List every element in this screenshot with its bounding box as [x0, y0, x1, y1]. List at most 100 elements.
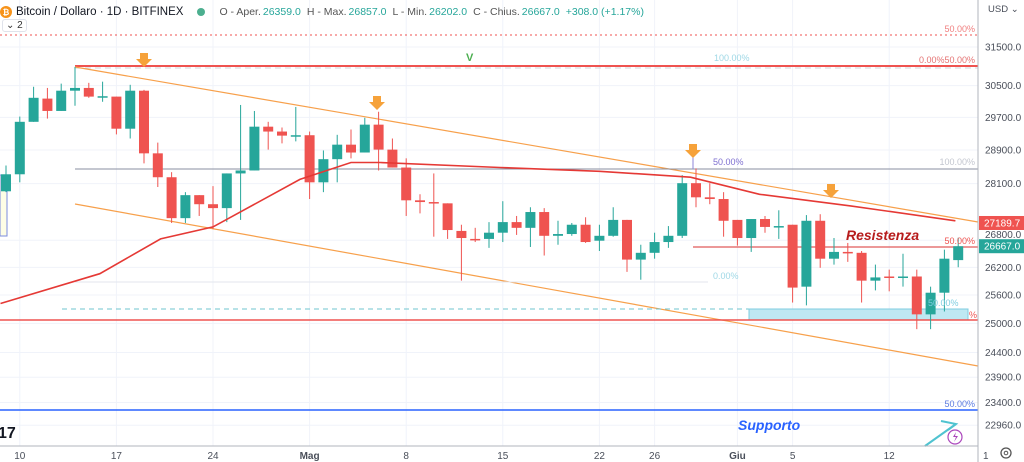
date-tick-label: 10 [14, 451, 26, 462]
candle[interactable] [539, 208, 550, 256]
candle[interactable] [277, 127, 287, 144]
candles [1, 66, 964, 330]
candle-body [359, 124, 370, 153]
market-status-icon[interactable] [197, 8, 206, 16]
candle[interactable] [14, 116, 25, 183]
candle[interactable] [166, 172, 177, 223]
date-tick-label: 8 [403, 451, 409, 462]
candle[interactable] [28, 86, 39, 122]
candle[interactable] [263, 121, 274, 150]
candle[interactable] [470, 227, 481, 243]
candle[interactable] [401, 158, 412, 216]
down-arrow-icon[interactable] [823, 184, 839, 198]
candle[interactable] [180, 192, 191, 223]
candle[interactable] [346, 129, 356, 159]
candle[interactable] [111, 96, 122, 135]
candle[interactable] [677, 175, 688, 239]
lower-trendline[interactable] [74, 203, 979, 367]
candle-body [691, 183, 701, 198]
fib-top-0-50-label: 0.00%50.00% [919, 55, 975, 65]
candle-body [373, 124, 384, 150]
candle[interactable] [856, 251, 867, 303]
close-value: 26667.0 [521, 6, 560, 18]
down-arrow-icon[interactable] [685, 144, 701, 158]
candle[interactable] [1, 165, 11, 193]
candle[interactable] [566, 222, 577, 236]
candle[interactable] [746, 219, 757, 252]
indicators-collapse-button[interactable]: ⌄ 2 [2, 19, 27, 32]
candle[interactable] [773, 210, 784, 239]
tradingview-logo[interactable]: 17 [0, 425, 16, 442]
upper-trendline[interactable] [74, 66, 979, 223]
candle[interactable] [553, 220, 563, 245]
candle[interactable] [801, 215, 812, 306]
candle[interactable] [56, 83, 67, 111]
down-arrow-icon[interactable] [136, 53, 152, 67]
candle[interactable] [125, 84, 136, 139]
candle[interactable] [622, 219, 632, 272]
candle[interactable] [97, 81, 108, 102]
candle[interactable] [304, 131, 315, 200]
candle[interactable] [649, 232, 660, 259]
candle-body [318, 159, 329, 183]
candle-body [346, 144, 356, 153]
candle[interactable] [787, 224, 798, 303]
candle[interactable] [815, 214, 826, 268]
candle[interactable] [83, 82, 94, 98]
candle[interactable] [332, 134, 343, 183]
candle[interactable] [732, 219, 743, 246]
candle[interactable] [139, 89, 149, 164]
candle[interactable] [525, 207, 536, 247]
candle-body [28, 97, 39, 122]
candle[interactable] [152, 142, 163, 188]
candle[interactable] [898, 253, 908, 287]
candle[interactable] [415, 194, 425, 214]
candle[interactable] [194, 195, 205, 216]
symbol-title[interactable]: Bitcoin / Dollaro · 1D · BITFINEX [16, 6, 184, 18]
candle-body [263, 126, 274, 132]
candle[interactable] [691, 168, 701, 208]
time-axis[interactable]: 10 17 24 Mag 8 15 22 26 Giu 5 12 1 [14, 451, 989, 462]
price-axis[interactable]: 31500.0 30500.0 29700.0 28900.0 28100.0 26800… [985, 43, 1022, 432]
candle[interactable] [594, 224, 605, 252]
candle[interactable] [428, 173, 439, 237]
candle[interactable] [359, 117, 370, 153]
candle[interactable] [484, 222, 494, 248]
candle-body [953, 246, 964, 261]
candle[interactable] [497, 201, 508, 243]
candle[interactable] [953, 237, 964, 268]
candle[interactable] [925, 286, 936, 330]
gear-icon[interactable] [1000, 447, 1012, 459]
candle[interactable] [870, 264, 881, 291]
candle[interactable] [235, 104, 246, 220]
currency-selector[interactable]: USD ⌄ [988, 4, 1019, 15]
fib-top-100-label: 100.00% [714, 53, 750, 63]
candle[interactable] [580, 217, 591, 243]
candle[interactable] [290, 106, 301, 142]
candle[interactable] [704, 183, 715, 205]
price-tick-label: 26200.0 [985, 263, 1022, 274]
lightning-bolt-icon [953, 432, 958, 442]
candle[interactable] [373, 111, 384, 171]
candle[interactable] [663, 226, 674, 248]
candle[interactable] [760, 215, 770, 233]
candle[interactable] [456, 224, 467, 281]
candle[interactable] [442, 203, 453, 239]
candle[interactable] [718, 192, 729, 237]
candle[interactable] [884, 269, 895, 292]
candle[interactable] [511, 215, 522, 235]
candle[interactable] [208, 186, 218, 230]
candle[interactable] [249, 110, 260, 171]
candle[interactable] [42, 87, 53, 119]
candle[interactable] [829, 238, 839, 265]
down-arrow-icon[interactable] [369, 96, 385, 110]
candle[interactable] [608, 207, 619, 237]
candle[interactable] [911, 269, 922, 330]
candle[interactable] [635, 244, 646, 280]
candle[interactable] [221, 173, 232, 223]
candle[interactable] [939, 249, 950, 312]
candle[interactable] [842, 242, 853, 262]
candle[interactable] [70, 66, 80, 106]
moving-average-line[interactable] [0, 161, 956, 305]
